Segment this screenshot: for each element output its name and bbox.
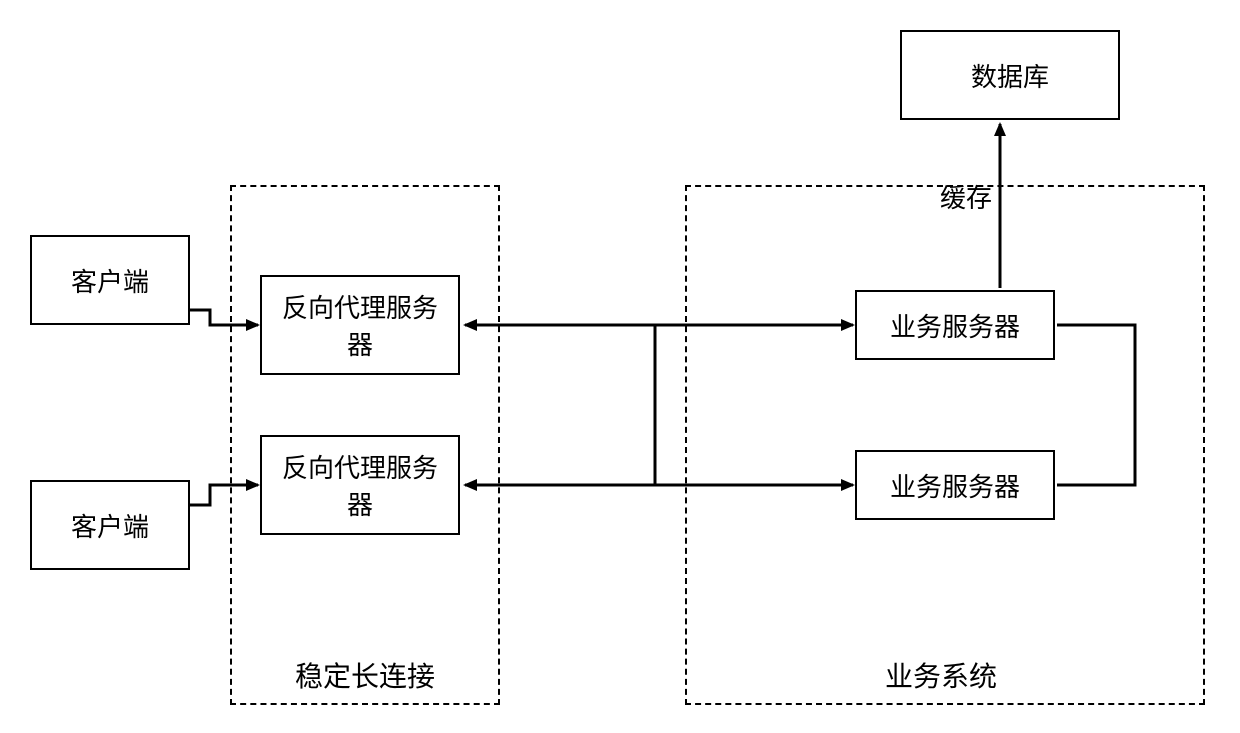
node-label: 反向代理服务器	[282, 448, 438, 522]
node-label: 数据库	[971, 57, 1049, 94]
node-label: 业务服务器	[890, 467, 1020, 504]
container-business-system	[685, 185, 1205, 705]
edge-label-cache: 缓存	[940, 178, 992, 215]
node-database: 数据库	[900, 30, 1120, 120]
architecture-diagram: 数据库 客户端 客户端 反向代理服务器 反向代理服务器 业务服务器 业务服务器 …	[0, 0, 1240, 733]
node-business-server-2: 业务服务器	[855, 450, 1055, 520]
node-label: 反向代理服务器	[282, 288, 438, 362]
node-client-1: 客户端	[30, 235, 190, 325]
node-reverse-proxy-2: 反向代理服务器	[260, 435, 460, 535]
node-reverse-proxy-1: 反向代理服务器	[260, 275, 460, 375]
node-label: 客户端	[71, 262, 149, 299]
node-business-server-1: 业务服务器	[855, 290, 1055, 360]
node-label: 业务服务器	[890, 307, 1020, 344]
container-label-right: 业务系统	[885, 655, 997, 695]
node-client-2: 客户端	[30, 480, 190, 570]
node-label: 客户端	[71, 507, 149, 544]
container-label-left: 稳定长连接	[295, 655, 435, 695]
